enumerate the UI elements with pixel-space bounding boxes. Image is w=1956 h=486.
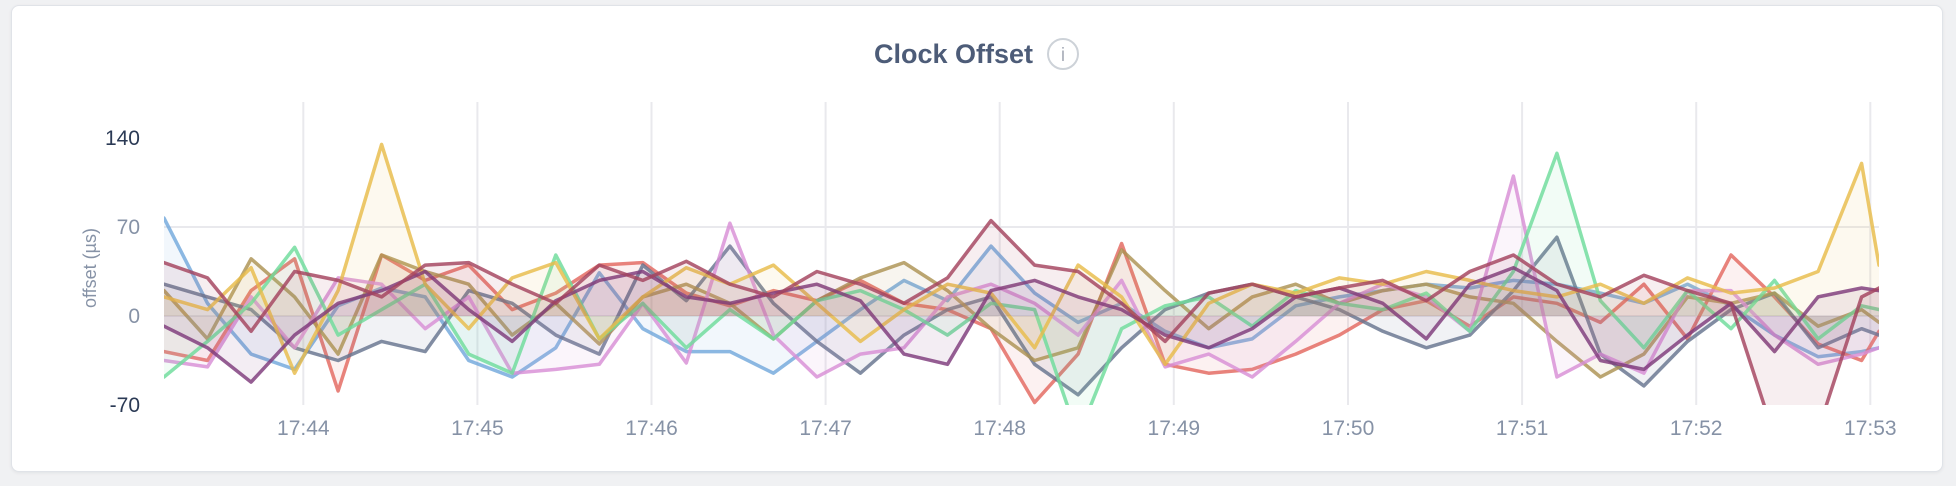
chart-card: 140 70 0 -70 17:44 17:45 17:46 17:47 17:48 17:49 1…	[11, 5, 1943, 472]
series-line-series-9	[164, 218, 1879, 405]
x-tick-label: 17:51	[1496, 417, 1549, 440]
x-tick-label: 17:48	[973, 417, 1026, 440]
info-icon-circle	[1047, 38, 1080, 70]
series-line-series-5	[164, 174, 1879, 379]
series-line-series-8	[164, 265, 1879, 384]
chart-header: Clock Offset i	[12, 36, 1942, 72]
x-tick-label: 17:52	[1670, 417, 1723, 440]
y-axis-title: offset (µs)	[80, 228, 100, 308]
x-tick-label: 17:44	[277, 417, 330, 440]
series-area-series-9	[164, 220, 1879, 405]
y-tick-label: 140	[105, 127, 140, 150]
series-line-series-6	[164, 151, 1879, 405]
x-tick-label: 17:50	[1322, 417, 1375, 440]
series-area-series-3	[164, 237, 1879, 395]
info-icon-glyph: i	[1061, 45, 1065, 66]
x-tick-label: 17:53	[1844, 417, 1897, 440]
series-group	[164, 142, 1879, 405]
y-tick-label: 0	[128, 305, 140, 328]
series-line-series-2	[164, 241, 1879, 405]
series-line-series-1	[164, 216, 1879, 379]
y-tick-label: 70	[117, 216, 140, 239]
chart-title: Clock Offset	[873, 38, 1034, 69]
x-tick-label: 17:47	[799, 417, 852, 440]
x-tick-label: 17:46	[625, 417, 678, 440]
series-area-series-7	[164, 144, 1879, 374]
series-line-series-4	[164, 248, 1879, 379]
clock-offset-chart[interactable]: 140 70 0 -70 17:44 17:45 17:46 17:47 17:48 17:49 1…	[12, 6, 1944, 473]
info-icon[interactable]: i	[1046, 37, 1080, 71]
y-tick-label: -70	[110, 394, 140, 417]
x-tick-label: 17:45	[451, 417, 504, 440]
axis-labels: 140 70 0 -70 17:44 17:45 17:46 17:47 17:48 17:49 1…	[80, 127, 1897, 440]
series-area-series-8	[164, 267, 1879, 383]
x-tick-label: 17:49	[1148, 417, 1201, 440]
